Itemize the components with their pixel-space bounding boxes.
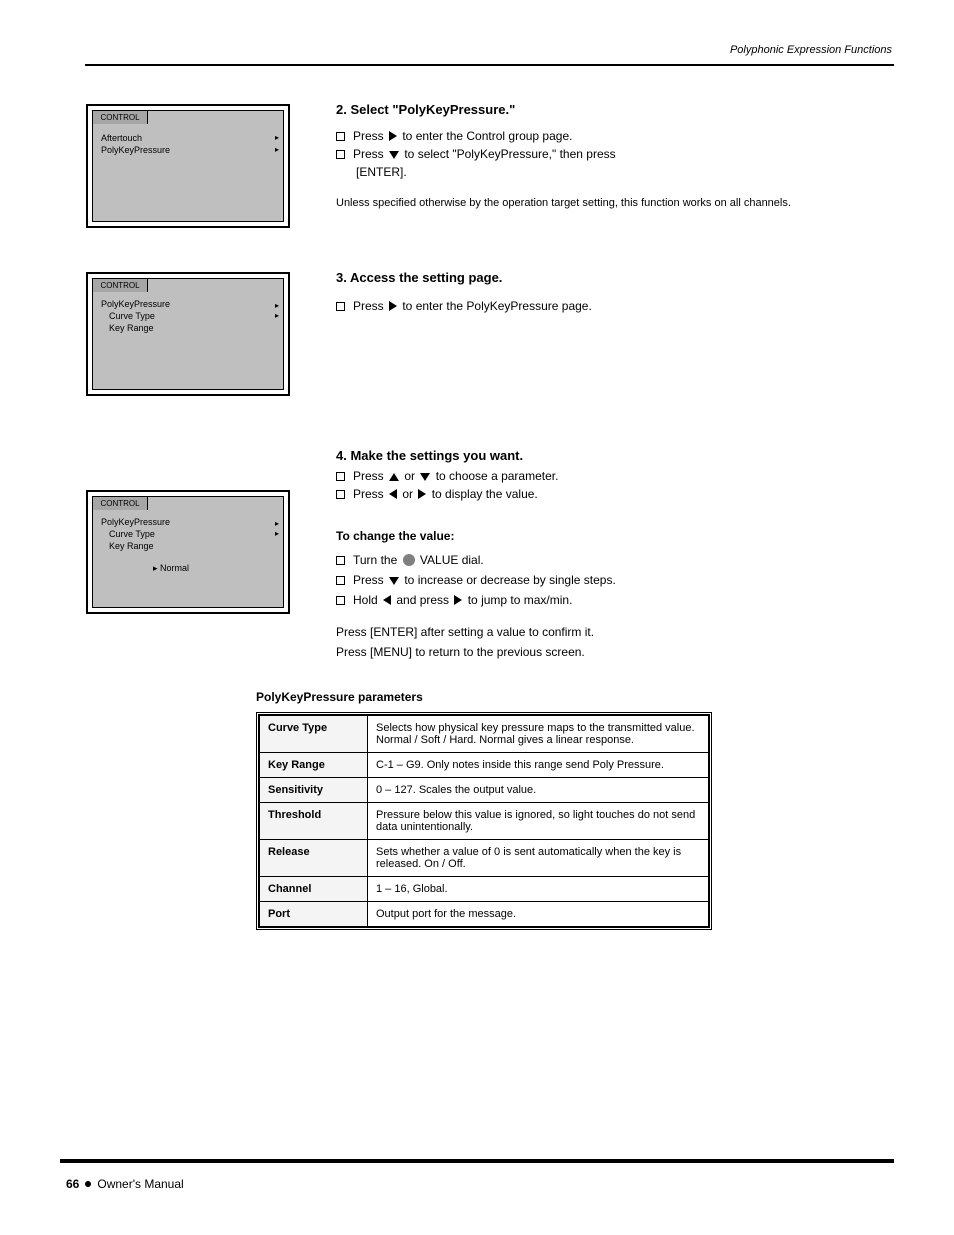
lcd-text: Aftertouch: [101, 133, 142, 143]
header-rule: [85, 64, 894, 66]
instruction-note: Press [MENU] to return to the previous s…: [336, 644, 894, 661]
table-value: Pressure below this value is ignored, so…: [368, 803, 709, 840]
lcd-screenshot-3: CONTROL PolyKeyPressure Curve Type ▸ ▸ K…: [86, 490, 290, 614]
right-arrow-icon: [454, 595, 462, 605]
table-row: Channel1 – 16, Global.: [260, 877, 709, 902]
bullet-icon: [336, 556, 345, 565]
table-value: Selects how physical key pressure maps t…: [368, 716, 709, 753]
table-key: Channel: [260, 877, 368, 902]
lcd-text: Curve Type: [109, 529, 155, 539]
lcd-tab: CONTROL: [92, 110, 148, 124]
lcd-text: PolyKeyPressure: [101, 299, 170, 309]
bullet-icon: [336, 576, 345, 585]
bullet-icon: [336, 472, 345, 481]
subheading: To change the value:: [336, 528, 894, 545]
instruction-line: Press to select "PolyKeyPressure," then …: [336, 146, 894, 163]
instruction-line: Turn the VALUE dial.: [336, 552, 894, 569]
lcd-text: Key Range: [109, 323, 154, 333]
down-arrow-icon: [389, 151, 399, 159]
chevron-right-icon: ▸: [275, 529, 279, 538]
table-value: C-1 – G9. Only notes inside this range s…: [368, 753, 709, 778]
right-arrow-icon: [389, 301, 397, 311]
table-value: Sets whether a value of 0 is sent automa…: [368, 840, 709, 877]
lcd-tab: CONTROL: [92, 278, 148, 292]
lcd-value: ▸ Normal: [153, 563, 189, 574]
instruction-line: Press or to display the value.: [336, 486, 894, 503]
lcd-text: PolyKeyPressure: [101, 145, 170, 155]
page-footer: 66 Owner's Manual: [66, 1177, 184, 1191]
table-row: Sensitivity0 – 127. Scales the output va…: [260, 778, 709, 803]
parameter-table: Curve TypeSelects how physical key press…: [256, 712, 712, 930]
bullet-icon: [336, 490, 345, 499]
chevron-right-icon: ▸: [275, 145, 279, 154]
instruction-line: Press to enter the PolyKeyPressure page.: [336, 298, 894, 315]
instruction-line: Press or to choose a parameter.: [336, 468, 894, 485]
lcd-tab: CONTROL: [92, 496, 148, 510]
table-key: Release: [260, 840, 368, 877]
bullet-icon: [336, 302, 345, 311]
table-key: Threshold: [260, 803, 368, 840]
chevron-right-icon: ▸: [275, 133, 279, 142]
bullet-icon: [336, 596, 345, 605]
table-key: Port: [260, 902, 368, 927]
instruction-line: Press to increase or decrease by single …: [336, 572, 894, 589]
dial-icon: [403, 554, 415, 566]
bullet-icon: [336, 132, 345, 141]
footer-rule: [60, 1159, 894, 1163]
lcd-text: PolyKeyPressure: [101, 517, 170, 527]
page-number: 66: [66, 1177, 79, 1191]
footer-label: Owner's Manual: [97, 1177, 183, 1191]
instruction-note: Unless specified otherwise by the operat…: [336, 196, 894, 212]
table-key: Key Range: [260, 753, 368, 778]
page-header: Polyphonic Expression Functions: [730, 44, 892, 56]
bullet-icon: [85, 1181, 91, 1187]
chevron-right-icon: ▸: [275, 301, 279, 310]
up-arrow-icon: [389, 473, 399, 481]
table-key: Curve Type: [260, 716, 368, 753]
down-arrow-icon: [389, 577, 399, 585]
step-heading: 3. Access the setting page.: [336, 270, 502, 285]
table-value: 1 – 16, Global.: [368, 877, 709, 902]
lcd-text: Key Range: [109, 541, 154, 551]
right-arrow-icon: [389, 131, 397, 141]
table-row: Key RangeC-1 – G9. Only notes inside thi…: [260, 753, 709, 778]
step-heading: 4. Make the settings you want.: [336, 448, 523, 463]
lcd-screenshot-2: CONTROL PolyKeyPressure ▸ Curve Type ▸ K…: [86, 272, 290, 396]
lcd-screenshot-1: CONTROL Aftertouch ▸ PolyKeyPressure ▸: [86, 104, 290, 228]
table-value: 0 – 127. Scales the output value.: [368, 778, 709, 803]
instruction-line: Press to enter the Control group page.: [336, 128, 894, 145]
down-arrow-icon: [420, 473, 430, 481]
table-row: ReleaseSets whether a value of 0 is sent…: [260, 840, 709, 877]
table-value: Output port for the message.: [368, 902, 709, 927]
table-caption: PolyKeyPressure parameters: [256, 690, 423, 704]
bullet-icon: [336, 150, 345, 159]
instruction-line: [ENTER].: [336, 164, 894, 181]
chevron-right-icon: ▸: [275, 311, 279, 320]
lcd-text: Curve Type: [109, 311, 155, 321]
chevron-right-icon: ▸: [275, 519, 279, 528]
table-row: PortOutput port for the message.: [260, 902, 709, 927]
instruction-line: Hold and press to jump to max/min.: [336, 592, 894, 609]
left-arrow-icon: [389, 489, 397, 499]
right-arrow-icon: [418, 489, 426, 499]
table-row: Curve TypeSelects how physical key press…: [260, 716, 709, 753]
table-key: Sensitivity: [260, 778, 368, 803]
instruction-note: Press [ENTER] after setting a value to c…: [336, 624, 894, 641]
table-row: ThresholdPressure below this value is ig…: [260, 803, 709, 840]
step-heading: 2. Select "PolyKeyPressure.": [336, 102, 515, 117]
left-arrow-icon: [383, 595, 391, 605]
